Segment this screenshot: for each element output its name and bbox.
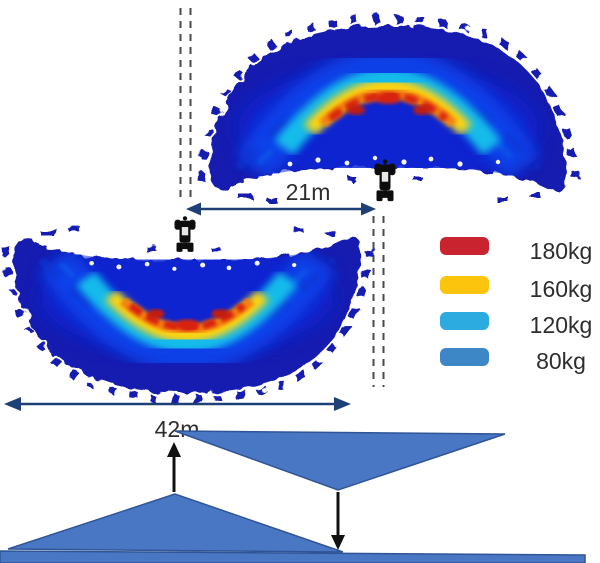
arrowhead-left: [4, 397, 21, 411]
tramline-dashed-right: [372, 216, 385, 387]
arrowhead-right: [334, 397, 351, 411]
tractor-icon-upper: [374, 159, 396, 202]
overlap-arrow-down: [331, 492, 345, 550]
next-pass-strip: [0, 550, 586, 563]
arrowhead-right: [361, 202, 376, 216]
legend-swatch-80kg: [440, 348, 489, 366]
legend-swatch-180kg: [440, 237, 489, 255]
legend-label-80kg: 80kg: [536, 348, 586, 374]
legend: 180kg 160kg 120kg 80kg: [440, 237, 592, 374]
spread-profile-triangle-lower: [7, 493, 344, 553]
legend-label-160kg: 160kg: [530, 276, 593, 302]
legend-swatch-160kg: [440, 276, 489, 294]
legend-label-180kg: 180kg: [530, 238, 593, 264]
tramline-dashed-left: [179, 8, 192, 199]
arrowhead-down: [331, 535, 345, 550]
legend-label-120kg: 120kg: [530, 312, 593, 338]
pass-spacing-label: 21m: [286, 179, 331, 205]
spread-heatmap-lower-pass: [4, 229, 370, 400]
arrowhead-up: [167, 442, 181, 457]
spread-profile-triangle-upper: [174, 430, 506, 491]
spread-width-arrow: [4, 397, 351, 411]
arrowhead-left: [186, 202, 201, 216]
overlap-arrow-up: [167, 442, 181, 492]
legend-swatch-120kg: [440, 312, 489, 330]
pass-spacing-arrow: [186, 202, 376, 216]
tractor-icon-lower: [174, 216, 196, 252]
